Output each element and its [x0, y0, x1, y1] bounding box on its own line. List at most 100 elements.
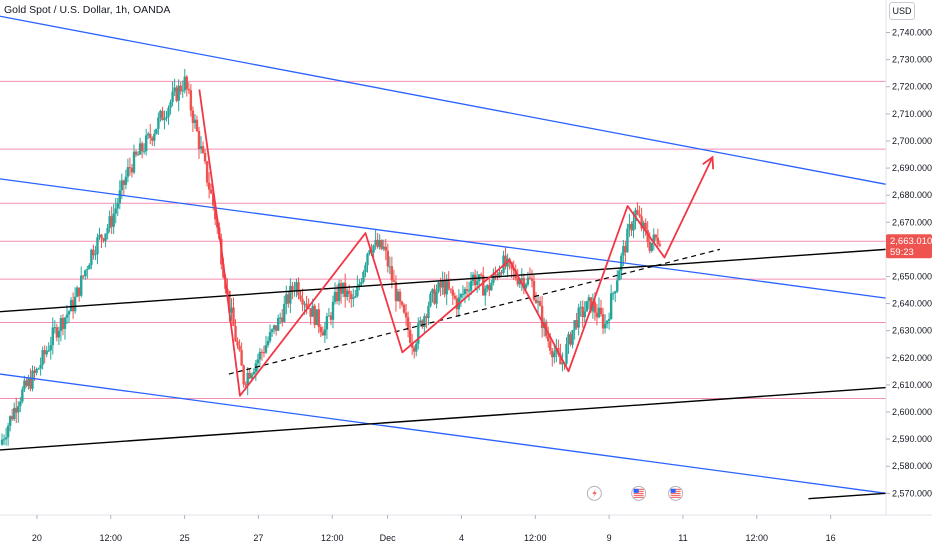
candle-body	[652, 234, 655, 243]
candle-body	[421, 320, 424, 327]
candle-body	[297, 282, 300, 296]
candle-body	[540, 305, 544, 329]
candle-body	[102, 238, 105, 241]
candle-body	[413, 347, 416, 352]
candle-body	[319, 326, 323, 332]
candle-body	[161, 110, 164, 121]
candle-body	[211, 193, 215, 206]
candle-body	[262, 352, 266, 354]
candle-body	[65, 314, 69, 318]
zigzag-pattern	[198, 89, 715, 397]
flag-stripe	[633, 496, 644, 498]
candle-body	[386, 250, 390, 267]
candle-body	[246, 372, 249, 385]
candle-body	[364, 265, 367, 272]
candle-body	[358, 284, 361, 287]
candle-body	[514, 270, 517, 279]
candle-body	[315, 309, 318, 325]
candle-body	[47, 350, 50, 352]
candle-body	[394, 282, 398, 302]
candle-body	[205, 161, 209, 183]
price-axis[interactable]: 2,570.000 2,580.000 2,590.000 2,600.000 2,61…	[886, 28, 932, 499]
candle-body	[287, 294, 290, 304]
candle-body	[616, 280, 619, 292]
candle-body	[108, 216, 111, 229]
candle-body	[151, 137, 154, 141]
y-tick-label: 2,730.000	[892, 55, 932, 65]
candle-body	[317, 309, 320, 327]
candle-body	[427, 306, 430, 319]
candle-body	[80, 275, 83, 296]
x-tick-label: 12:00	[99, 533, 122, 543]
candle-body	[378, 240, 381, 248]
candle-body	[567, 334, 570, 345]
candle-body	[295, 282, 298, 291]
candle-body	[31, 370, 34, 389]
candle-body	[276, 317, 280, 331]
candle-body	[573, 320, 576, 331]
time-axis[interactable]: 20 12:00 25 27 12:00 Dec 4 12:00 9 11 12:00 16	[32, 515, 836, 543]
candle-body	[278, 317, 282, 319]
candle-body	[575, 320, 578, 328]
candle-body	[419, 320, 422, 324]
candle-body	[589, 297, 593, 312]
candle-body	[270, 329, 274, 332]
candle-body	[195, 119, 199, 131]
candle-body	[628, 223, 631, 229]
candle-body	[646, 230, 649, 243]
channel-line	[0, 373, 887, 494]
x-tick-label: 9	[607, 533, 612, 543]
candle-body	[356, 286, 359, 297]
y-tick-label: 2,590.000	[892, 434, 932, 444]
candle-body	[561, 362, 564, 365]
channel-lines	[0, 15, 887, 494]
candle-body	[35, 368, 38, 373]
candle-body	[410, 342, 414, 348]
candle-body	[500, 272, 503, 274]
candle-body	[408, 330, 412, 343]
horizontal-levels	[0, 80, 886, 399]
candle-body	[465, 289, 469, 291]
candle-body	[433, 289, 436, 304]
candle-body	[238, 345, 241, 351]
price-tag-box	[886, 234, 932, 259]
candle-body	[404, 312, 408, 318]
candle-body	[398, 291, 402, 302]
candle-body	[402, 304, 406, 313]
y-tick-label: 2,670.000	[892, 217, 932, 227]
y-tick-label: 2,600.000	[892, 407, 932, 417]
dashed-trend-line	[228, 248, 721, 375]
candle-body	[55, 327, 59, 338]
candle-body	[348, 290, 351, 295]
candle-body	[165, 116, 168, 119]
flag-stripe	[633, 492, 644, 494]
candle-body	[272, 325, 276, 330]
candle-body	[455, 298, 459, 310]
candle-body	[130, 168, 134, 173]
candle-body	[650, 242, 653, 251]
lightning-icon	[586, 485, 602, 501]
y-tick-label: 2,680.000	[892, 190, 932, 200]
candle-body	[144, 135, 148, 152]
candle-body	[415, 343, 418, 352]
candle-body	[321, 331, 325, 336]
candle-body	[435, 291, 438, 304]
candle-body	[382, 246, 385, 249]
candle-body	[228, 290, 231, 313]
candle-body	[120, 180, 124, 191]
y-tick-label: 2,570.000	[892, 488, 932, 498]
x-tick-label: Dec	[380, 533, 397, 543]
candle-body	[327, 315, 331, 317]
currency-button[interactable]: USD	[889, 2, 915, 20]
candle-body	[611, 293, 615, 295]
candle-body	[110, 216, 113, 227]
candle-body	[88, 264, 91, 270]
candle-body	[252, 371, 256, 375]
candle-body	[311, 305, 314, 317]
candle-body	[33, 370, 36, 373]
candle-body	[17, 406, 20, 413]
candle-body	[128, 167, 132, 169]
candle-body	[366, 253, 369, 266]
